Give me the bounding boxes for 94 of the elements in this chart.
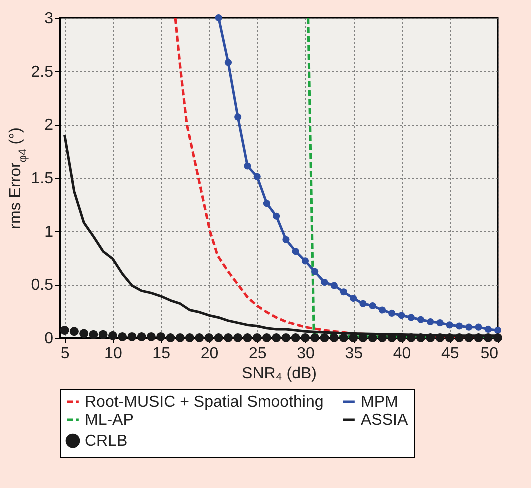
point xyxy=(445,334,454,342)
point xyxy=(320,334,330,342)
point xyxy=(340,288,348,296)
point xyxy=(195,334,204,342)
point xyxy=(321,279,328,286)
point xyxy=(224,334,233,342)
x-tick-label: 30 xyxy=(297,346,315,362)
y-tick-label: 0 xyxy=(44,330,54,348)
point xyxy=(214,334,224,342)
point xyxy=(378,306,386,314)
point xyxy=(272,334,282,342)
y-tick-label: 2 xyxy=(44,117,54,134)
point xyxy=(349,334,358,342)
point xyxy=(282,334,291,342)
x-axis-title: SNR₄ (dB) xyxy=(242,366,317,382)
point xyxy=(215,14,222,22)
point xyxy=(137,332,146,342)
x-tick-label: 10 xyxy=(104,346,122,362)
point xyxy=(494,327,502,334)
point xyxy=(455,334,464,342)
point xyxy=(70,327,79,336)
point xyxy=(243,334,252,342)
point xyxy=(484,334,493,342)
x-tick-label: 45 xyxy=(441,346,460,362)
point xyxy=(204,334,214,342)
legend-label: CRLB xyxy=(85,433,128,450)
point xyxy=(224,59,232,66)
x-tick-label: 25 xyxy=(248,346,267,362)
point xyxy=(340,334,348,342)
legend-label: ASSIA xyxy=(361,412,408,429)
point xyxy=(416,334,426,342)
y-tick-label: 1.5 xyxy=(31,170,54,188)
point xyxy=(185,334,194,342)
legend-label: MPM xyxy=(361,394,398,411)
point xyxy=(312,268,319,276)
point xyxy=(310,334,320,342)
point xyxy=(108,331,118,340)
point xyxy=(291,334,300,342)
x-tick-label: 15 xyxy=(152,346,171,362)
y-tick-label: 2.5 xyxy=(31,64,54,81)
point xyxy=(146,332,156,342)
x-tick-label: 40 xyxy=(393,346,412,362)
point xyxy=(252,334,262,342)
point xyxy=(398,312,406,320)
point xyxy=(118,332,128,342)
point xyxy=(474,334,484,342)
point xyxy=(350,295,358,302)
x-tick-label: 35 xyxy=(345,346,364,362)
point xyxy=(397,334,406,342)
point xyxy=(254,173,261,180)
point xyxy=(466,324,473,331)
point xyxy=(330,282,338,290)
point xyxy=(80,329,89,338)
point xyxy=(128,332,137,342)
point xyxy=(263,200,271,208)
point xyxy=(436,334,445,342)
point xyxy=(98,330,108,340)
y-tick-label: 0.5 xyxy=(31,277,54,294)
point xyxy=(475,324,482,331)
point xyxy=(446,322,454,329)
y-tick-label: 3 xyxy=(44,10,54,28)
point xyxy=(244,162,252,170)
point xyxy=(282,236,290,244)
point xyxy=(330,334,339,342)
point xyxy=(262,334,272,342)
point xyxy=(427,318,434,326)
point xyxy=(156,332,166,342)
point xyxy=(464,334,474,342)
point xyxy=(426,334,436,342)
point xyxy=(388,310,396,317)
point xyxy=(360,300,367,308)
legend-label: ML-AP xyxy=(85,412,134,429)
point xyxy=(406,334,416,342)
y-tick-label: 1 xyxy=(44,224,54,241)
point xyxy=(302,258,310,265)
x-tick-label: 50 xyxy=(480,346,499,362)
point xyxy=(369,302,376,310)
point xyxy=(456,322,464,330)
point xyxy=(234,114,242,121)
point xyxy=(301,334,310,342)
point xyxy=(273,212,280,220)
point xyxy=(484,326,492,333)
point xyxy=(436,320,444,327)
point xyxy=(234,334,243,342)
x-tick-label: 5 xyxy=(60,346,70,362)
point xyxy=(176,334,185,342)
x-tick-label: 20 xyxy=(200,346,219,362)
point xyxy=(292,248,300,256)
point xyxy=(166,334,176,342)
legend-label: Root-MUSIC + Spatial Smoothing xyxy=(85,394,324,411)
point xyxy=(89,330,98,340)
point xyxy=(60,326,70,335)
point xyxy=(408,314,415,322)
point xyxy=(417,316,425,324)
